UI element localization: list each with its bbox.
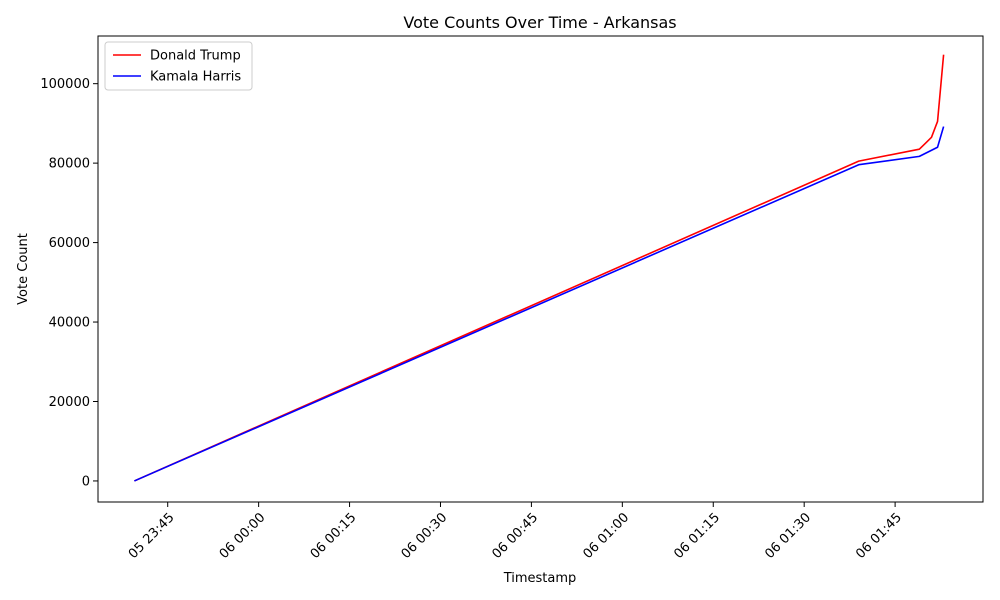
legend-label: Kamala Harris [150, 70, 241, 85]
x-tick-label: 06 01:45 [853, 510, 905, 562]
y-tick-label: 40000 [49, 316, 90, 331]
legend-label: Donald Trump [150, 49, 241, 64]
series-line-donald-trump [134, 54, 945, 482]
x-tick-label: 05 23:45 [126, 510, 178, 562]
y-axis-label: Vote Count [16, 233, 31, 305]
series-line-kamala-harris [134, 126, 945, 482]
x-tick-label: 06 00:15 [308, 510, 360, 562]
y-tick-label: 100000 [40, 77, 90, 92]
x-tick-label: 06 01:30 [762, 510, 814, 562]
y-tick-label: 60000 [49, 236, 90, 251]
x-tick-label: 06 00:00 [217, 510, 269, 562]
y-axis: 0 20000 40000 60000 80000 100000 [40, 77, 98, 489]
x-tick-label: 06 00:30 [399, 510, 451, 562]
x-axis: 05 23:45 06 00:00 06 00:15 06 00:30 06 00:45… [126, 502, 905, 562]
legend-box [104, 41, 253, 91]
plot-area-frame [97, 35, 984, 503]
series-lines [134, 54, 945, 482]
x-tick-label: 06 01:15 [671, 510, 723, 562]
y-tick-label: 20000 [49, 395, 90, 410]
x-tick-label: 06 01:00 [580, 510, 632, 562]
x-axis-label: Timestamp [503, 571, 577, 586]
x-tick-label: 06 00:45 [490, 510, 542, 562]
y-tick-label: 0 [82, 474, 90, 489]
y-tick-label: 80000 [49, 157, 90, 172]
legend: Donald Trump Kamala Harris [104, 41, 253, 91]
chart-title: Vote Counts Over Time - Arkansas [403, 13, 676, 32]
